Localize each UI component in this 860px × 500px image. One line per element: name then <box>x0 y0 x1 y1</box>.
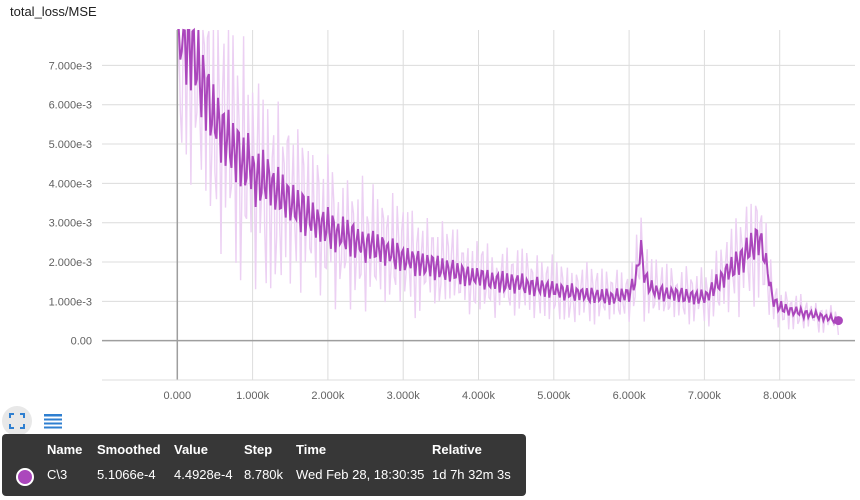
row-step: 8.780k <box>244 467 284 482</box>
header-relative: Relative <box>432 442 482 457</box>
hover-point-marker <box>833 316 843 326</box>
row-smoothed: 5.1066e-4 <box>97 467 156 482</box>
x-tick-label: 0.000 <box>164 390 192 400</box>
smoothed-series-layer <box>177 27 843 326</box>
header-step: Step <box>244 442 273 457</box>
row-name: C\3 <box>47 467 68 482</box>
fit-to-view-icon[interactable] <box>2 406 32 436</box>
y-tick-label: 6.000e-3 <box>49 100 92 112</box>
x-tick-label: 4.000k <box>462 390 496 400</box>
x-tick-label: 6.000k <box>613 390 647 400</box>
row-value: 4.4928e-4 <box>174 467 233 482</box>
x-tick-label: 3.000k <box>387 390 421 400</box>
y-tick-label: 1.000e-3 <box>49 296 92 308</box>
header-name: Name <box>47 442 83 457</box>
raw-series-layer <box>176 29 840 335</box>
chart-axes <box>102 30 855 381</box>
smoothed-loss-line <box>177 27 840 325</box>
header-time: Time <box>296 442 327 457</box>
data-table-icon[interactable] <box>38 406 68 436</box>
row-time: Wed Feb 28, 18:30:35 <box>296 467 425 482</box>
row-relative: 1d 7h 32m 3s <box>432 467 511 482</box>
tick-labels: 0.000 1.000k 2.000k 3.000k 4.000k 5.000k 6.000… <box>49 60 797 400</box>
tooltip-header: Name Smoothed Value Step Time Relative <box>2 442 526 466</box>
y-tick-label: 2.000e-3 <box>49 257 92 269</box>
x-tick-label: 8.000k <box>763 390 797 400</box>
raw-loss-line <box>176 29 840 335</box>
y-tick-label: 5.000e-3 <box>49 139 92 151</box>
x-tick-label: 7.000k <box>688 390 722 400</box>
loss-chart[interactable]: 0.000 1.000k 2.000k 3.000k 4.000k 5.000k 6.000… <box>0 0 860 400</box>
y-tick-label: 7.000e-3 <box>49 60 92 72</box>
header-value: Value <box>174 442 208 457</box>
tooltip-row: C\3 5.1066e-4 4.4928e-4 8.780k Wed Feb 2… <box>2 467 526 491</box>
header-smoothed: Smoothed <box>97 442 161 457</box>
x-tick-label: 2.000k <box>311 390 345 400</box>
y-tick-label: 4.000e-3 <box>49 178 92 190</box>
series-color-swatch <box>16 468 34 486</box>
chart-grid <box>102 30 855 380</box>
y-tick-label: 3.000e-3 <box>49 218 92 230</box>
x-tick-label: 5.000k <box>537 390 571 400</box>
chart-title: total_loss/MSE <box>10 4 97 19</box>
y-tick-label: 0.00 <box>71 336 92 348</box>
x-tick-label: 1.000k <box>236 390 270 400</box>
series-tooltip: Name Smoothed Value Step Time Relative C… <box>2 434 526 496</box>
